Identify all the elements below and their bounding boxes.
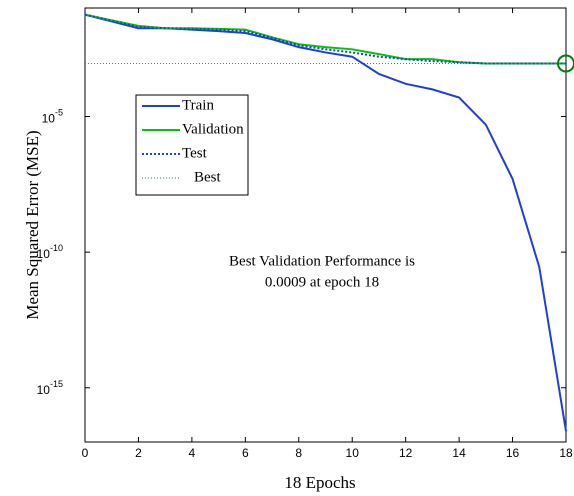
x-tick-label: 12: [399, 446, 413, 460]
legend-label: Test: [182, 145, 208, 161]
x-tick-label: 18: [559, 446, 573, 460]
x-tick-label: 8: [295, 446, 302, 460]
annotation: Best Validation Performance is: [229, 253, 415, 269]
y-tick-label: 10-15: [37, 379, 63, 397]
legend-label: Validation: [182, 121, 244, 137]
y-tick-exponent: -10: [50, 244, 63, 254]
series-line: [84, 13, 566, 65]
x-tick-label: 16: [506, 446, 520, 460]
x-axis-label: 18 Epochs: [284, 473, 355, 492]
x-tick-label: 14: [452, 446, 466, 460]
y-axis-label: Mean Squared Error (MSE): [23, 130, 42, 319]
plot-frame: [84, 7, 567, 443]
legend-label: Train: [182, 97, 214, 113]
x-tick-label: 6: [242, 446, 249, 460]
legend-label: Best: [194, 169, 222, 185]
x-tick-label: 4: [189, 446, 196, 460]
y-tick-base: 10: [42, 112, 56, 126]
best-marker: [557, 54, 574, 73]
y-tick-label: 10-5: [42, 108, 63, 126]
y-tick-exponent: -15: [50, 379, 63, 389]
y-tick-base: 10: [37, 247, 51, 261]
y-tick-exponent: -5: [55, 108, 63, 118]
y-tick-label: 10-10: [37, 244, 63, 262]
x-tick-label: 10: [346, 446, 360, 460]
annotation: 0.0009 at epoch 18: [265, 274, 379, 290]
x-tick-label: 2: [135, 446, 142, 460]
x-tick-label: 0: [82, 446, 89, 460]
y-tick-base: 10: [37, 383, 51, 397]
